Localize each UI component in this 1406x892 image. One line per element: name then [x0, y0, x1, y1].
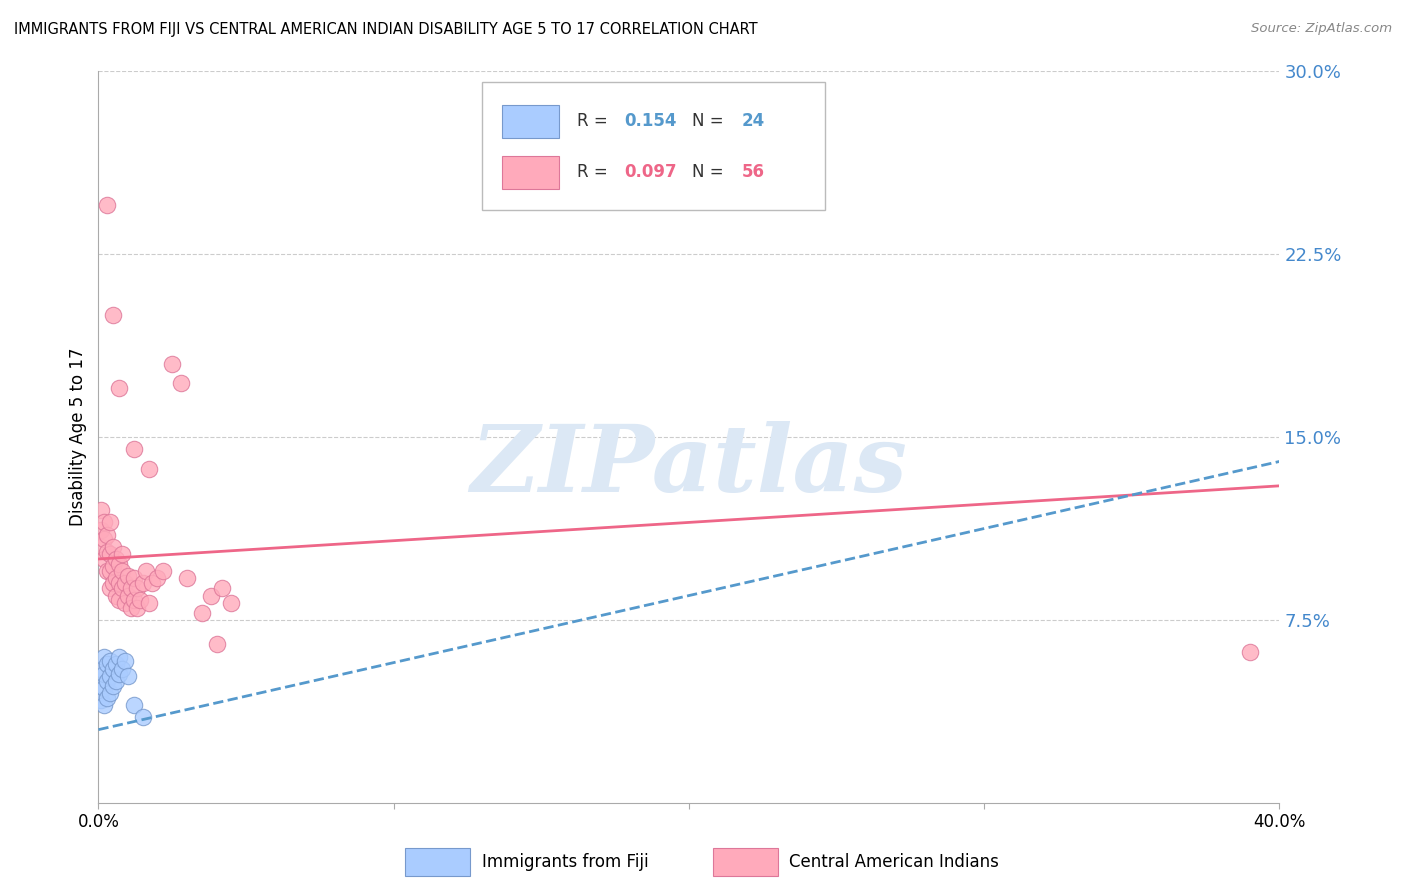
Point — [103, 540, 125, 554]
Point — [105, 657, 128, 671]
Point — [132, 710, 155, 724]
Point — [93, 698, 115, 713]
Point — [108, 649, 131, 664]
Point — [111, 564, 134, 578]
Point — [117, 669, 139, 683]
Point — [120, 600, 142, 615]
Point — [114, 576, 136, 591]
Point — [96, 690, 118, 705]
Point — [128, 593, 150, 607]
FancyBboxPatch shape — [502, 104, 560, 137]
Text: 24: 24 — [742, 112, 765, 130]
Point — [176, 572, 198, 586]
Point — [93, 649, 115, 664]
Text: N =: N = — [693, 112, 730, 130]
Point — [98, 564, 121, 578]
Point — [138, 462, 160, 476]
FancyBboxPatch shape — [502, 156, 560, 189]
Point — [96, 673, 118, 688]
Point — [90, 523, 112, 537]
Point — [105, 673, 128, 688]
Text: N =: N = — [693, 163, 730, 181]
Text: 0.154: 0.154 — [624, 112, 676, 130]
Point — [98, 669, 121, 683]
Point — [96, 527, 118, 541]
Point — [93, 666, 115, 681]
Text: 0.097: 0.097 — [624, 163, 676, 181]
Y-axis label: Disability Age 5 to 17: Disability Age 5 to 17 — [69, 348, 87, 526]
Point — [103, 679, 125, 693]
Point — [125, 600, 148, 615]
Point — [105, 552, 128, 566]
Point — [122, 593, 145, 607]
Point — [96, 564, 118, 578]
Point — [98, 686, 121, 700]
Point — [108, 593, 131, 607]
Text: 56: 56 — [742, 163, 765, 181]
Point — [103, 559, 125, 574]
Text: R =: R = — [576, 112, 613, 130]
Point — [90, 540, 112, 554]
Point — [108, 666, 131, 681]
Point — [152, 564, 174, 578]
Point — [111, 662, 134, 676]
Point — [90, 662, 112, 676]
Point — [132, 576, 155, 591]
Point — [90, 679, 112, 693]
Point — [117, 589, 139, 603]
Point — [98, 654, 121, 668]
Point — [90, 693, 112, 707]
Point — [93, 516, 115, 530]
Point — [105, 589, 128, 603]
Point — [1239, 645, 1261, 659]
Text: IMMIGRANTS FROM FIJI VS CENTRAL AMERICAN INDIAN DISABILITY AGE 5 TO 17 CORRELATI: IMMIGRANTS FROM FIJI VS CENTRAL AMERICAN… — [14, 22, 758, 37]
Point — [114, 654, 136, 668]
Point — [122, 442, 145, 457]
Text: Source: ZipAtlas.com: Source: ZipAtlas.com — [1251, 22, 1392, 36]
Point — [114, 596, 136, 610]
Point — [146, 572, 169, 586]
Point — [120, 581, 142, 595]
Point — [162, 357, 183, 371]
Point — [170, 376, 193, 391]
Text: Immigrants from Fiji: Immigrants from Fiji — [482, 853, 650, 871]
Point — [96, 544, 118, 558]
Point — [90, 503, 112, 517]
Point — [141, 576, 163, 591]
Text: ZIPatlas: ZIPatlas — [471, 421, 907, 511]
FancyBboxPatch shape — [482, 82, 825, 211]
Point — [103, 308, 125, 322]
Point — [98, 547, 121, 561]
Point — [219, 596, 242, 610]
FancyBboxPatch shape — [713, 848, 778, 876]
Point — [122, 698, 145, 713]
Point — [111, 581, 134, 595]
Point — [105, 572, 128, 586]
Point — [108, 381, 131, 395]
Point — [200, 589, 222, 603]
Point — [96, 657, 118, 671]
Point — [191, 606, 214, 620]
Text: Central American Indians: Central American Indians — [789, 853, 1000, 871]
Point — [125, 581, 148, 595]
Point — [98, 516, 121, 530]
Point — [93, 681, 115, 696]
FancyBboxPatch shape — [405, 848, 471, 876]
Point — [122, 572, 145, 586]
Point — [96, 198, 118, 212]
Point — [93, 533, 115, 547]
Point — [103, 576, 125, 591]
Text: R =: R = — [576, 163, 613, 181]
Point — [135, 564, 157, 578]
Point — [98, 581, 121, 595]
Point — [205, 637, 228, 651]
Point — [108, 557, 131, 571]
Point — [117, 569, 139, 583]
Point — [108, 576, 131, 591]
Point — [103, 662, 125, 676]
Point — [111, 547, 134, 561]
Point — [138, 596, 160, 610]
Point — [93, 552, 115, 566]
Point — [211, 581, 233, 595]
